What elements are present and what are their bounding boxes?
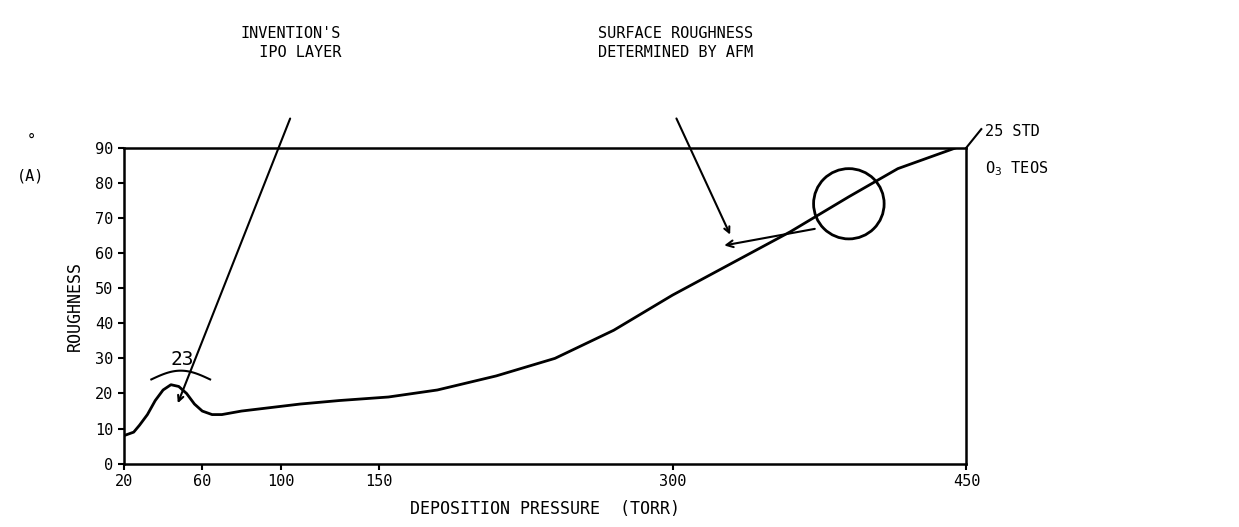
Text: 25 STD: 25 STD [985, 124, 1040, 139]
Text: O$_3$ TEOS: O$_3$ TEOS [985, 159, 1048, 178]
X-axis label: DEPOSITION PRESSURE  (TORR): DEPOSITION PRESSURE (TORR) [410, 500, 680, 518]
Text: °: ° [26, 133, 36, 148]
Text: 23: 23 [171, 350, 195, 369]
Y-axis label: ROUGHNESS: ROUGHNESS [66, 261, 84, 350]
Text: INVENTION'S
  IPO LAYER: INVENTION'S IPO LAYER [240, 26, 342, 60]
Text: SURFACE ROUGHNESS
DETERMINED BY AFM: SURFACE ROUGHNESS DETERMINED BY AFM [597, 26, 753, 60]
Text: (A): (A) [17, 169, 45, 183]
